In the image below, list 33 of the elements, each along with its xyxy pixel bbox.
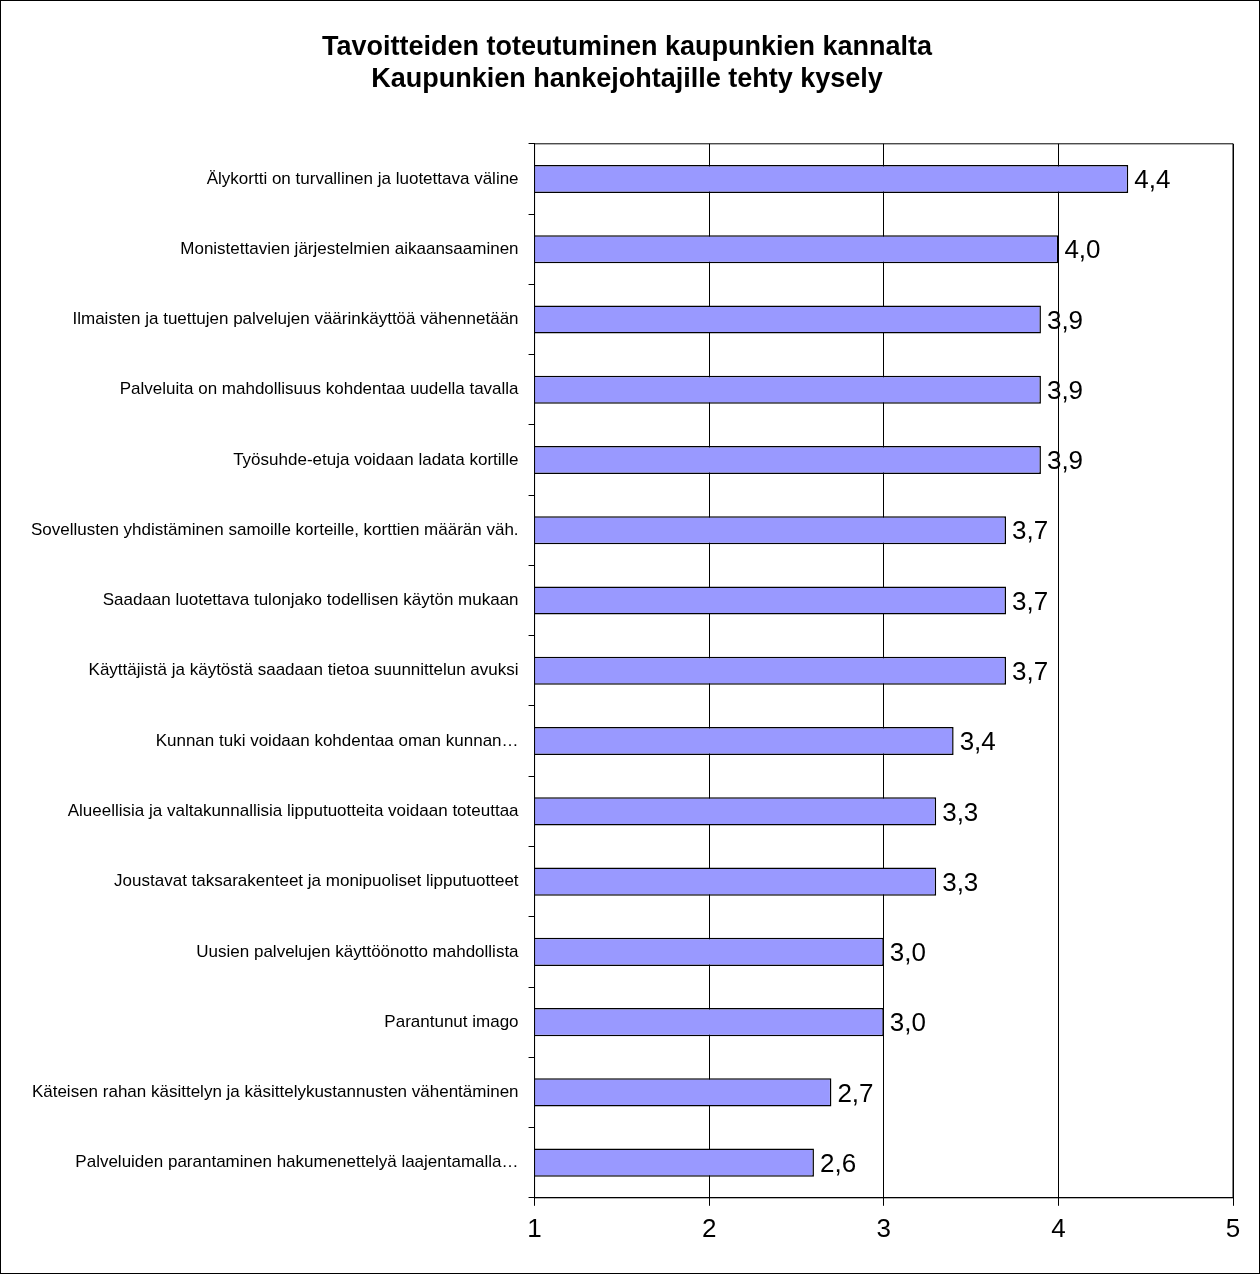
y-tick-label: Palveluita on mahdollisuus kohdentaa uudella tavalla (119, 379, 520, 399)
data-label: 3,7 (1012, 515, 1049, 546)
y-tick-label: Käyttäjistä ja käytöstä saadaan tietoa suunnittelun avuksi (88, 660, 519, 680)
y-tick-label: Sovellusten yhdistäminen samoille korteille, korttien määrän väh. (30, 519, 519, 539)
x-tick-label: 3 (876, 1212, 892, 1243)
x-tick-label: 4 (1051, 1212, 1066, 1243)
y-tick-label: Työsuhde-etuja voidaan ladata kortille (233, 449, 519, 469)
data-label: 3,3 (942, 866, 979, 897)
y-tick-label: Kunnan tuki voidaan kohdentaa oman kunnan… (155, 730, 519, 750)
y-tick-label: Alueellisia ja valtakunnallisia lipputuotteita voidaan toteuttaa (67, 801, 520, 821)
y-tick-label: Saadaan luotettava tulonjako todellisen käytön mukaan (102, 590, 519, 610)
y-tick-label: Joustavat taksarakenteet ja monipuoliset lipputuotteet (114, 871, 519, 891)
data-label: 2,7 (837, 1077, 874, 1108)
data-label: 3,4 (959, 726, 996, 757)
chart-title: Tavoitteiden toteutuminen kaupunkien kannalta Kaupunkien hankejohtajille tehty kysely (321, 30, 934, 94)
y-tick-label: Parantunut imago (384, 1011, 519, 1031)
data-label: 3,7 (1012, 655, 1049, 686)
data-label: 2,6 (819, 1147, 857, 1178)
y-tick-label: Käteisen rahan käsittelyn ja käsittelykustannusten vähentäminen (31, 1082, 519, 1102)
data-label: 3,7 (1012, 585, 1049, 616)
x-tick-label: 1 (527, 1212, 542, 1243)
data-label: 4,0 (1064, 234, 1101, 265)
data-label: 3,0 (889, 937, 926, 968)
y-tick-label: Uusien palvelujen käyttöönotto mahdollista (196, 941, 520, 961)
data-label: 4,4 (1134, 164, 1171, 195)
data-label: 3,3 (942, 796, 979, 827)
y-tick-label: Palveluiden parantaminen hakumenettelyä laajentamalla… (75, 1152, 519, 1172)
x-tick-label: 5 (1225, 1212, 1241, 1243)
data-label: 3,0 (889, 1007, 926, 1038)
x-tick-label: 2 (701, 1212, 717, 1243)
y-tick-label: Ilmaisten ja tuettujen palvelujen väärinkäyttöä vähennetään (72, 309, 519, 329)
y-tick-label: Monistettavien järjestelmien aikaansaaminen (180, 238, 519, 258)
y-tick-label: Älykortti on turvallinen ja luotettava väline (206, 168, 519, 188)
